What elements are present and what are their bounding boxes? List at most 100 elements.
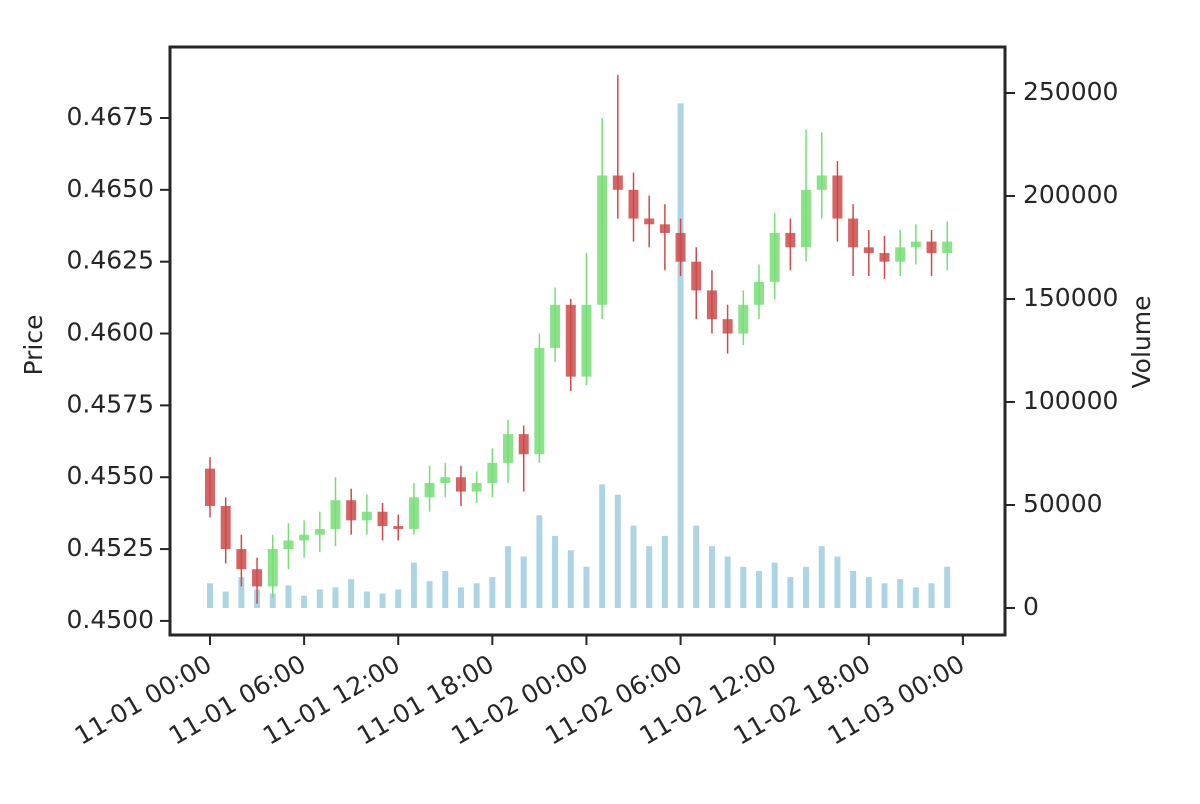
candle-body (424, 482, 435, 498)
volume-bar (363, 591, 370, 608)
volume-bar (552, 535, 559, 608)
candle-body (691, 261, 702, 291)
candle-body (299, 534, 310, 541)
volume-bar (536, 515, 543, 608)
candle-body (283, 540, 294, 550)
volume-bar (740, 566, 747, 608)
volume-bar (410, 562, 417, 608)
volume-bar (771, 562, 778, 608)
candle-body (550, 304, 561, 348)
volume-bar (599, 484, 606, 608)
volume-bar (567, 550, 574, 608)
candle-body (518, 434, 529, 455)
volume-bar (505, 546, 512, 608)
candle-body (267, 549, 278, 587)
candle-body (565, 304, 576, 377)
y-tick-label: 0.4650 (67, 174, 154, 203)
candle-body (895, 247, 906, 262)
candle-body (455, 477, 466, 492)
volume-bar (316, 589, 323, 608)
candle-body (204, 468, 215, 506)
candle-body (314, 528, 325, 535)
volume-bar (348, 579, 355, 608)
candle-body (753, 281, 764, 305)
candle-body (471, 482, 482, 492)
candle-body (644, 218, 655, 225)
volume-bar (614, 494, 621, 608)
candle-body (706, 290, 717, 320)
y-tick-label: 0.4525 (67, 533, 154, 562)
candle-body (361, 511, 372, 521)
candle-body (879, 253, 890, 262)
y2-tick-label: 0 (1023, 592, 1039, 621)
volume-bar (881, 583, 888, 608)
volume-bar (944, 566, 951, 608)
y2-tick-label: 150000 (1023, 283, 1118, 312)
y-tick-label: 0.4675 (67, 102, 154, 131)
candle-body (503, 434, 514, 463)
candle-body (832, 175, 843, 219)
candle-body (816, 175, 827, 190)
y2-tick-label: 50000 (1023, 489, 1103, 518)
candle-body (801, 189, 812, 248)
volume-bar (646, 546, 653, 608)
volume-bar (928, 583, 935, 608)
y-tick-label: 0.4550 (67, 461, 154, 490)
volume-bar (238, 577, 245, 608)
volume-bar (818, 546, 825, 608)
volume-bar (520, 556, 527, 608)
candle-body (659, 224, 670, 233)
volume-bar (426, 581, 433, 608)
volume-bar (473, 583, 480, 608)
candle-body (534, 347, 545, 455)
volume-bar (897, 579, 904, 608)
volume-bar (693, 525, 700, 608)
volume-bar (661, 535, 668, 608)
volume-bar (301, 595, 308, 608)
volume-bar (708, 546, 715, 608)
candle-body (220, 505, 231, 550)
candle-body (738, 304, 749, 334)
candle-body (722, 319, 733, 334)
y-tick-label: 0.4600 (67, 318, 154, 347)
candle-body (377, 511, 388, 527)
candle-body (487, 462, 498, 483)
candle-body (346, 500, 357, 521)
candle-body (330, 500, 341, 529)
candle-body (675, 232, 686, 262)
candle-body (408, 497, 419, 529)
volume-bar (803, 566, 810, 608)
y2-axis-label: Volume (1127, 296, 1156, 389)
volume-bar (850, 570, 857, 608)
volume-bar (379, 593, 386, 608)
volume-bar (583, 566, 590, 608)
plot-frame (168, 45, 1007, 637)
y2-tick-label: 250000 (1023, 77, 1118, 106)
volume-bar (724, 556, 731, 608)
volume-bar (865, 577, 872, 608)
volume-bar (222, 591, 229, 608)
candle-body (848, 218, 859, 248)
volume-bar (630, 525, 637, 608)
volume-bar (912, 587, 919, 608)
candle-body (863, 247, 874, 254)
candle-body (236, 549, 247, 570)
volume-bar (834, 556, 841, 608)
candle-body (910, 241, 921, 248)
y2-tick-label: 200000 (1023, 180, 1118, 209)
volume-bar (489, 577, 496, 608)
candle-body (926, 241, 937, 254)
volume-bar (269, 593, 276, 608)
y-tick-label: 0.4500 (67, 605, 154, 634)
candle-body (612, 175, 623, 190)
candle-body (785, 232, 796, 248)
candle-body (942, 241, 953, 254)
volume-bar (787, 577, 794, 608)
candle-body (628, 189, 639, 219)
y2-tick-label: 100000 (1023, 386, 1118, 415)
candle-body (597, 175, 608, 305)
volume-bar (395, 589, 402, 608)
volume-bar (332, 587, 339, 608)
y-tick-label: 0.4575 (67, 389, 154, 418)
